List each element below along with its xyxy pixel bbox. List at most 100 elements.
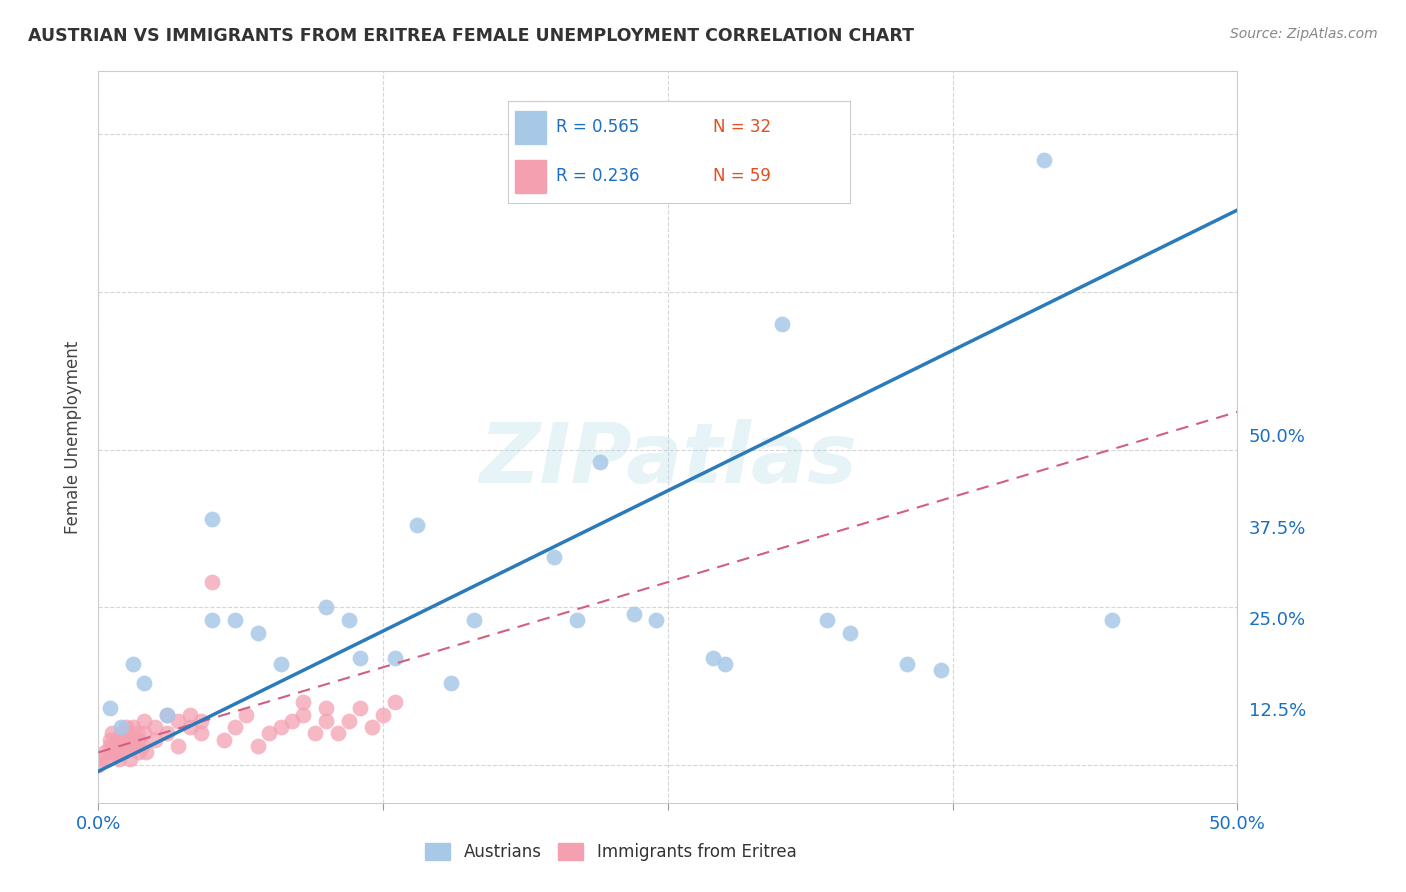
Point [201, 575, 224, 590]
Point [702, 650, 724, 665]
Point [108, 752, 131, 766]
Point [145, 732, 167, 747]
Point [440, 676, 463, 690]
Point [87, 758, 110, 772]
Point [270, 720, 292, 734]
Point [167, 714, 190, 728]
Point [565, 613, 588, 627]
Point [623, 607, 645, 621]
Point [212, 732, 235, 747]
Point [121, 732, 143, 747]
Point [110, 726, 132, 740]
Point [1032, 153, 1054, 167]
Point [384, 650, 406, 665]
Point [337, 613, 360, 627]
Text: Source: ZipAtlas.com: Source: ZipAtlas.com [1230, 27, 1378, 41]
Point [105, 732, 128, 747]
Point [246, 625, 269, 640]
Point [645, 613, 668, 627]
Point [406, 518, 429, 533]
Point [114, 720, 136, 734]
Point [128, 745, 150, 759]
Point [156, 726, 179, 740]
Point [105, 745, 128, 759]
Point [98, 739, 121, 753]
Point [384, 695, 406, 709]
Point [179, 707, 201, 722]
Text: 37.5%: 37.5% [1249, 519, 1306, 538]
Point [543, 549, 565, 564]
Y-axis label: Female Unemployment: Female Unemployment [65, 341, 83, 533]
Point [167, 739, 190, 753]
Point [112, 745, 135, 759]
Text: 12.5%: 12.5% [1249, 702, 1306, 721]
Point [145, 720, 167, 734]
Point [98, 732, 121, 747]
Point [156, 707, 179, 722]
Point [259, 726, 281, 740]
Point [101, 726, 124, 740]
Point [349, 650, 371, 665]
Point [292, 695, 315, 709]
Text: ZIPatlas: ZIPatlas [479, 418, 856, 500]
Point [117, 726, 139, 740]
Point [929, 664, 952, 678]
Point [292, 707, 315, 722]
Point [98, 701, 121, 715]
Point [103, 739, 125, 753]
Point [337, 714, 360, 728]
Point [371, 707, 394, 722]
Point [896, 657, 918, 671]
Point [839, 625, 862, 640]
Point [315, 701, 337, 715]
Point [121, 657, 143, 671]
Point [588, 455, 610, 469]
Legend: Austrians, Immigrants from Eritrea: Austrians, Immigrants from Eritrea [419, 836, 803, 868]
Point [132, 714, 155, 728]
Point [135, 745, 157, 759]
Point [124, 739, 146, 753]
Point [326, 726, 349, 740]
Point [315, 714, 337, 728]
Point [128, 732, 150, 747]
Point [714, 657, 737, 671]
Point [270, 657, 292, 671]
Point [179, 720, 201, 734]
Point [114, 732, 136, 747]
Point [702, 128, 724, 142]
Point [190, 726, 212, 740]
Point [235, 707, 257, 722]
Point [349, 701, 371, 715]
Point [156, 707, 179, 722]
Text: 25.0%: 25.0% [1249, 611, 1306, 629]
Point [110, 739, 132, 753]
Point [190, 714, 212, 728]
Point [201, 512, 224, 526]
Point [315, 600, 337, 615]
Point [127, 726, 149, 740]
Point [1101, 613, 1123, 627]
Point [201, 613, 224, 627]
Point [117, 739, 139, 753]
Point [96, 752, 118, 766]
Point [120, 752, 142, 766]
Text: 50.0%: 50.0% [1249, 428, 1306, 446]
Point [246, 739, 269, 753]
Point [360, 720, 382, 734]
Point [304, 726, 326, 740]
Point [815, 613, 838, 627]
Point [132, 676, 155, 690]
Point [110, 720, 132, 734]
Point [101, 745, 124, 759]
Point [91, 752, 114, 766]
Point [224, 720, 246, 734]
Point [281, 714, 304, 728]
Point [132, 726, 155, 740]
Text: AUSTRIAN VS IMMIGRANTS FROM ERITREA FEMALE UNEMPLOYMENT CORRELATION CHART: AUSTRIAN VS IMMIGRANTS FROM ERITREA FEMA… [28, 27, 914, 45]
Point [94, 745, 117, 759]
Point [224, 613, 246, 627]
Point [131, 739, 153, 753]
Point [121, 720, 143, 734]
Point [463, 613, 485, 627]
Point [770, 317, 793, 331]
